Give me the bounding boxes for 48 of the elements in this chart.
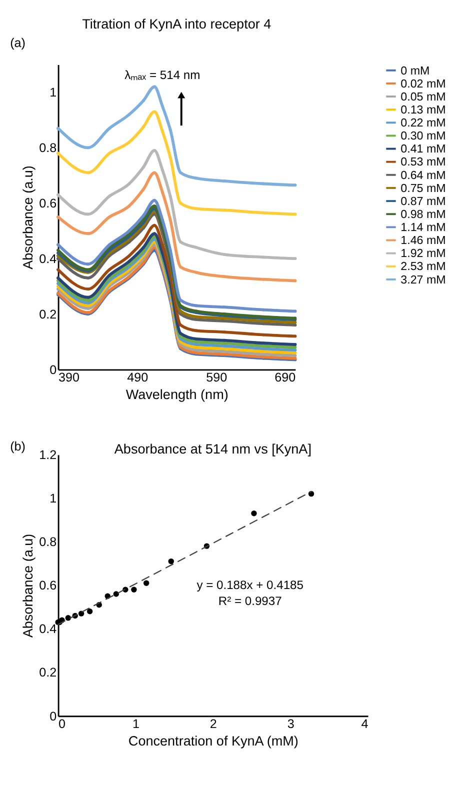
legend-label: 1.92 mM — [400, 247, 446, 260]
chart-title: Titration of KynA into receptor 4 — [82, 16, 272, 32]
x-tick-label: 3 — [287, 717, 294, 732]
x-tick-label: 4 — [361, 717, 368, 732]
text: (a) — [10, 36, 26, 50]
annotation: λₘₐₓ = 514 nm — [124, 68, 200, 82]
x-tick-label: 0 — [58, 717, 66, 732]
legend-label: 0 mM — [400, 64, 430, 78]
x-tick-label: 690 — [274, 370, 296, 385]
x-axis-title: Wavelength (nm) — [126, 386, 228, 402]
legend-label: 0.98 mM — [400, 208, 446, 221]
y-tick-label: 1 — [50, 492, 57, 506]
legend-label: 0.41 mM — [400, 142, 446, 156]
y-tick-label: 0.8 — [39, 141, 57, 156]
y-tick-label: 0.6 — [39, 578, 57, 593]
annotation: R² = 0.9937 — [218, 594, 282, 608]
legend-label: 0.75 mM — [400, 182, 446, 195]
legend-label: 1.46 mM — [400, 234, 446, 248]
legend-label: 0.02 mM — [400, 77, 446, 90]
x-tick-label: 1 — [132, 717, 140, 732]
legend-label: 0.87 mM — [400, 194, 446, 208]
legend-label: 3.27 mM — [400, 273, 446, 286]
y-tick-label: 0.2 — [39, 666, 57, 680]
y-tick-label: 1.2 — [39, 448, 57, 462]
x-tick-label: 490 — [127, 370, 148, 385]
y-tick-label: 0.4 — [39, 622, 57, 636]
chart-title: Absorbance at 514 nm vs [KynA] — [114, 442, 312, 457]
x-tick-label: 590 — [206, 370, 228, 385]
text: (b) — [10, 440, 26, 454]
annotation: y = 0.188x + 0.4185 — [196, 578, 304, 592]
y-tick-label: 0.4 — [39, 252, 57, 266]
y-tick-label: 1 — [50, 86, 57, 100]
y-axis-title: Absorbance (a.u) — [20, 166, 36, 270]
y-tick-label: 0.6 — [39, 196, 57, 210]
legend-label: 0.05 mM — [400, 90, 446, 104]
y-tick-label: 0.2 — [39, 307, 57, 322]
legend-label: 0.30 mM — [400, 130, 446, 143]
y-axis-title: Absorbance (a.u) — [20, 534, 36, 638]
x-tick-label: 2 — [210, 717, 217, 732]
legend-label: 0.13 mM — [400, 103, 446, 116]
legend-label: 0.64 mM — [400, 168, 446, 182]
legend-label: 0.22 mM — [400, 116, 446, 130]
x-tick-label: 390 — [58, 370, 80, 385]
legend-label: 0.53 mM — [400, 156, 446, 169]
x-axis-title: Concentration of KynA (mM) — [128, 733, 298, 748]
legend-label: 2.53 mM — [400, 260, 446, 274]
legend-label: 1.14 mM — [400, 221, 446, 234]
y-tick-label: 0.8 — [39, 535, 57, 550]
